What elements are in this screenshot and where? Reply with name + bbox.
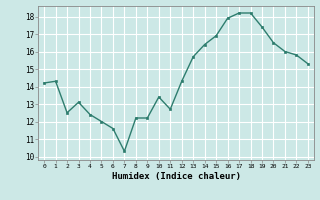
X-axis label: Humidex (Indice chaleur): Humidex (Indice chaleur)	[111, 172, 241, 181]
